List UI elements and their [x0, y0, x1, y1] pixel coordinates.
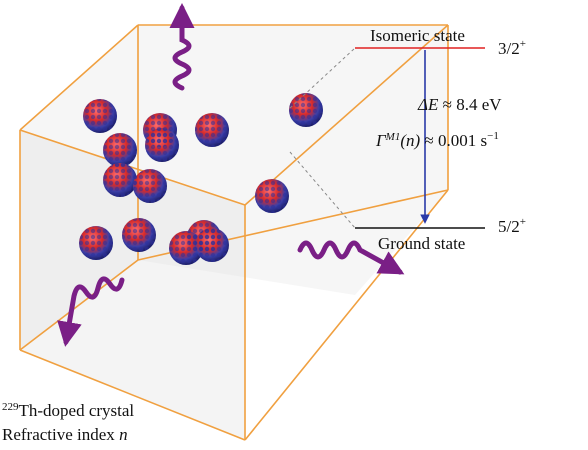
isomeric-label: Isomeric state [370, 26, 465, 45]
energy-label: ΔE ≈ 8.4 eV [417, 95, 502, 114]
ground-spin: 5/2+ [498, 216, 526, 236]
isomeric-spin: 3/2+ [498, 38, 526, 58]
ground-label: Ground state [378, 234, 465, 253]
index-label: Refractive index n [2, 425, 128, 444]
crystal-label: 229Th-doped crystal [2, 401, 134, 420]
diagram: Isomeric state 3/2+ ΔE ≈ 8.4 eV ΓM1(n) ≈… [0, 0, 588, 450]
